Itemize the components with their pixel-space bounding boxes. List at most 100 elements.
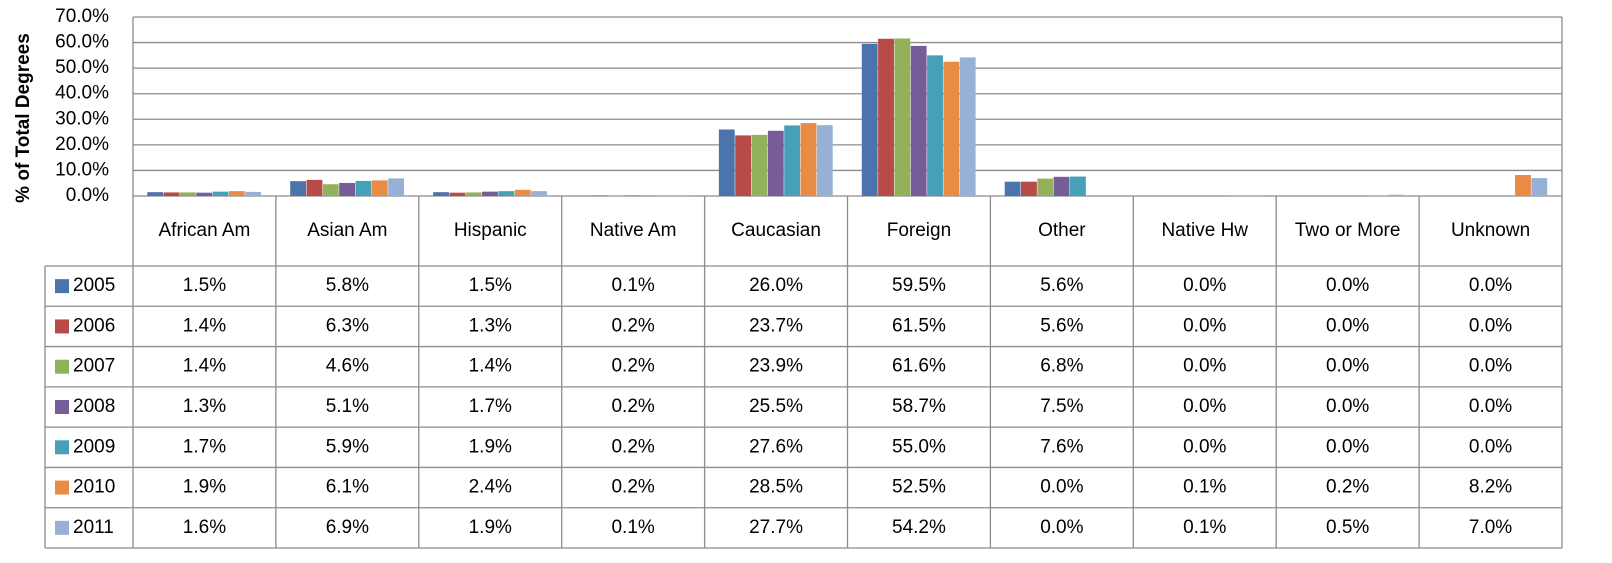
bar <box>306 179 323 196</box>
bar <box>1531 178 1548 196</box>
y-tick-label: 0.0% <box>66 185 109 206</box>
bar <box>608 195 625 196</box>
data-label: 0.1% <box>1183 517 1226 538</box>
bar <box>245 191 262 196</box>
legend-key <box>55 400 69 414</box>
data-label: 0.2% <box>1326 477 1369 498</box>
data-label: 1.7% <box>183 436 226 457</box>
data-label: 0.0% <box>1326 315 1369 336</box>
bar <box>959 57 976 196</box>
data-label: 0.0% <box>1326 396 1369 417</box>
data-label: 1.9% <box>469 517 512 538</box>
data-label: 0.0% <box>1183 396 1226 417</box>
category-label: Other <box>1038 220 1086 241</box>
data-label: 0.0% <box>1469 356 1512 377</box>
data-label: 1.4% <box>183 315 226 336</box>
data-label: 0.0% <box>1469 275 1512 296</box>
category-label: Unknown <box>1451 220 1530 241</box>
data-label: 5.6% <box>1040 315 1083 336</box>
data-label: 0.0% <box>1469 315 1512 336</box>
data-label: 0.0% <box>1183 356 1226 377</box>
data-label: 1.9% <box>469 436 512 457</box>
bar <box>657 195 674 196</box>
bar <box>927 55 943 196</box>
y-tick-label: 10.0% <box>55 159 109 180</box>
bar <box>371 180 388 196</box>
legend-label: 2006 <box>73 315 115 336</box>
data-label: 0.2% <box>611 396 654 417</box>
y-tick-label: 70.0% <box>55 6 109 27</box>
data-label: 4.6% <box>326 356 369 377</box>
bar <box>1388 194 1405 196</box>
data-label: 1.5% <box>469 275 512 296</box>
data-label: 0.1% <box>611 275 654 296</box>
data-label: 6.9% <box>326 517 369 538</box>
bar <box>735 135 752 196</box>
data-label: 7.6% <box>1040 436 1083 457</box>
y-axis-label: % of Total Degrees <box>13 33 34 203</box>
data-label: 5.8% <box>326 275 369 296</box>
bar <box>179 192 196 196</box>
data-label: 5.6% <box>1040 275 1083 296</box>
data-label: 1.3% <box>183 396 226 417</box>
legend-label: 2011 <box>73 517 114 538</box>
category-label: Two or More <box>1295 220 1401 241</box>
data-label: 52.5% <box>892 477 946 498</box>
y-tick-label: 20.0% <box>55 134 109 155</box>
category-label: Caucasian <box>731 220 821 241</box>
data-label: 0.1% <box>1183 477 1226 498</box>
y-tick-label: 40.0% <box>55 83 109 104</box>
data-label: 1.3% <box>469 315 512 336</box>
bar <box>861 43 878 196</box>
legend-key <box>55 480 69 495</box>
data-label: 58.7% <box>892 396 946 417</box>
bar <box>784 125 801 196</box>
bar <box>624 195 641 196</box>
bar <box>228 191 245 196</box>
legend-label: 2008 <box>73 396 115 417</box>
data-label: 27.7% <box>749 517 803 538</box>
data-label: 1.6% <box>183 517 226 538</box>
data-label: 1.4% <box>469 356 512 377</box>
data-label: 5.9% <box>326 436 369 457</box>
bar <box>816 125 833 196</box>
bar <box>767 130 784 196</box>
data-label: 5.1% <box>326 396 369 417</box>
data-label: 0.1% <box>611 517 654 538</box>
category-label: Foreign <box>887 220 951 241</box>
data-label: 7.0% <box>1469 517 1512 538</box>
bar <box>1037 178 1054 196</box>
data-label: 1.5% <box>183 275 226 296</box>
category-label: Hispanic <box>454 220 527 241</box>
bar <box>800 123 817 196</box>
data-label: 23.7% <box>749 315 803 336</box>
data-label: 0.0% <box>1040 477 1083 498</box>
bar <box>592 195 609 196</box>
data-label: 0.5% <box>1326 517 1369 538</box>
legend-key <box>55 520 69 535</box>
data-label: 6.8% <box>1040 356 1083 377</box>
bar <box>1372 195 1388 196</box>
data-label: 55.0% <box>892 436 946 457</box>
data-label: 0.2% <box>611 356 654 377</box>
bar <box>943 61 960 196</box>
bar <box>1021 181 1037 196</box>
data-label: 0.2% <box>611 315 654 336</box>
bar <box>1053 176 1070 196</box>
data-label: 7.5% <box>1040 396 1083 417</box>
category-label: Native Am <box>590 220 677 241</box>
data-label: 6.3% <box>326 315 369 336</box>
bar <box>531 191 547 196</box>
data-label: 27.6% <box>749 436 803 457</box>
data-label: 0.0% <box>1469 436 1512 457</box>
y-tick-label: 60.0% <box>55 32 109 53</box>
data-label: 61.5% <box>892 315 946 336</box>
data-label: 0.0% <box>1183 315 1226 336</box>
data-label: 0.2% <box>611 436 654 457</box>
data-label: 23.9% <box>749 356 803 377</box>
data-label: 28.5% <box>749 477 803 498</box>
data-label: 0.0% <box>1469 396 1512 417</box>
bar <box>322 184 339 196</box>
data-label: 0.0% <box>1183 436 1226 457</box>
bar <box>339 182 356 196</box>
